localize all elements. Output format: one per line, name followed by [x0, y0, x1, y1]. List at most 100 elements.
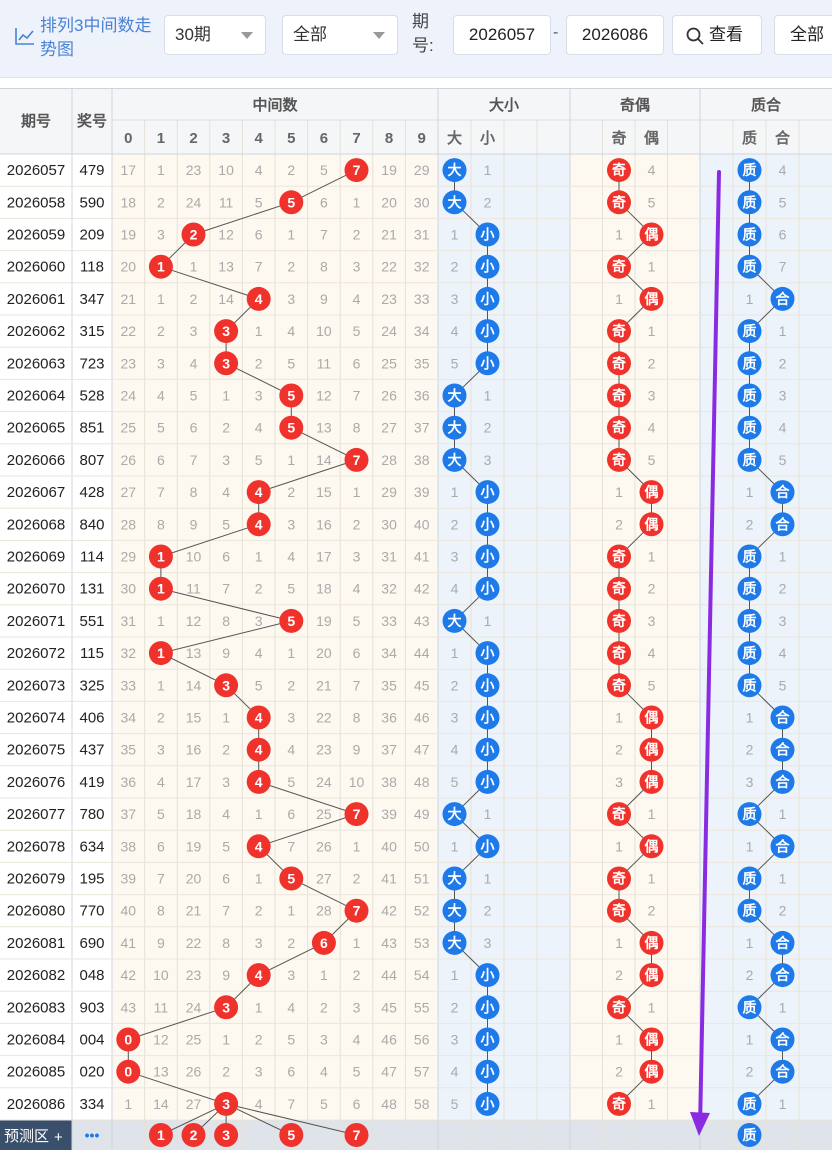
omission-cell: 39 [414, 484, 430, 500]
middle-digit-ball-label: 4 [255, 967, 263, 983]
omission-cell: 9 [353, 742, 361, 758]
size-omission-cell: 4 [451, 1064, 459, 1080]
omission-cell: 4 [353, 581, 361, 597]
omission-cell: 27 [316, 871, 332, 887]
prize-cell: 528 [79, 388, 104, 405]
omission-cell: 23 [121, 355, 137, 371]
parity-omission-cell: 2 [648, 355, 656, 371]
prime-ball [737, 1091, 762, 1116]
issue-cell: 2026077 [7, 806, 65, 823]
parity-ball [607, 447, 631, 472]
omission-cell: 2 [222, 742, 230, 758]
omission-cell: 7 [287, 1096, 295, 1112]
all-button[interactable]: 全部 [774, 15, 832, 55]
omission-cell: 1 [190, 259, 198, 275]
parity-omission-cell: 2 [615, 1064, 623, 1080]
size-header-1: 小 [480, 130, 495, 147]
filter-toolbar: 排列3中间数走势图 30期 全部 期号: 2026057 - 2026086 查… [0, 0, 832, 78]
prime-ball [770, 769, 795, 794]
middle-digit-ball [344, 158, 369, 183]
omission-cell: 34 [414, 323, 430, 339]
digit-header-3: 3 [222, 130, 230, 147]
omission-cell: 7 [222, 581, 230, 597]
omission-cell: 1 [157, 677, 165, 693]
omission-cell: 13 [153, 1064, 169, 1080]
issue-to-input[interactable]: 2026086 [566, 15, 664, 55]
omission-cell: 28 [316, 903, 332, 919]
omission-cell: 48 [414, 774, 430, 790]
omission-cell: 32 [381, 581, 397, 597]
period-count-select[interactable]: 30期 [164, 15, 266, 55]
middle-digit-ball [279, 190, 304, 215]
prime-omission-cell: 1 [746, 935, 754, 951]
middle-digit-ball [246, 737, 271, 762]
parity-ball [607, 351, 631, 376]
size-ball-label: 小 [481, 581, 495, 597]
issue-from-input[interactable]: 2026057 [453, 15, 551, 55]
omission-cell: 7 [157, 484, 165, 500]
omission-cell: 14 [316, 452, 332, 468]
middle-digit-ball-label: 5 [287, 194, 295, 210]
issue-cell: 2026080 [7, 903, 65, 920]
size-ball-label: 小 [481, 516, 495, 532]
omission-cell: 25 [186, 1032, 202, 1048]
omission-cell: 13 [316, 420, 332, 436]
omission-cell: 3 [353, 549, 361, 565]
parity-ball-label: 奇 [612, 355, 626, 371]
parity-ball-label: 奇 [612, 645, 626, 661]
prime-ball [737, 190, 762, 215]
forecast-ball-label: 1 [157, 1127, 165, 1143]
omission-cell: 8 [353, 420, 361, 436]
issue-cell: 2026079 [7, 871, 65, 888]
omission-cell: 1 [255, 999, 263, 1015]
parity-ball [607, 415, 631, 440]
omission-cell: 43 [381, 935, 397, 951]
parity-ball [639, 705, 664, 730]
parity-ball [607, 898, 631, 923]
chart-title-block[interactable]: 排列3中间数走势图 [14, 8, 154, 60]
size-ball [475, 222, 500, 247]
omission-cell: 17 [186, 774, 202, 790]
size-ball-label: 大 [448, 452, 462, 468]
prime-omission-cell: 5 [779, 452, 787, 468]
omission-cell: 31 [414, 227, 430, 243]
omission-cell: 32 [121, 645, 137, 661]
prime-ball-label: 质 [743, 677, 757, 693]
size-ball-label: 小 [481, 291, 495, 307]
trend-chart-svg: 期号 奖号中间数 大小 奇偶 质合0 1 2 3 4 5 6 7 8 9 大小奇偶质合2026057 479 1… [0, 88, 832, 1150]
view-button[interactable]: 查看 [672, 15, 762, 55]
omission-cell: 2 [287, 935, 295, 951]
omission-cell: 27 [186, 1096, 202, 1112]
prime-omission-cell: 2 [746, 742, 754, 758]
omission-cell: 3 [353, 259, 361, 275]
omission-cell: 3 [190, 323, 198, 339]
omission-cell: 24 [381, 323, 397, 339]
omission-cell: 7 [157, 871, 165, 887]
parity-ball [639, 769, 664, 794]
filter-select[interactable]: 全部 [282, 15, 398, 55]
parity-ball-label: 偶 [645, 1032, 659, 1048]
prime-omission-cell: 5 [779, 194, 787, 210]
range-dash: - [553, 24, 559, 41]
omission-cell: 45 [381, 999, 397, 1015]
parity-ball [607, 802, 631, 827]
size-omission-cell: 3 [451, 1032, 459, 1048]
omission-cell: 6 [353, 1096, 361, 1112]
middle-digit-ball-label: 3 [222, 677, 230, 693]
omission-cell: 6 [353, 645, 361, 661]
middle-digit-ball [148, 254, 173, 279]
omission-cell: 36 [121, 774, 137, 790]
parity-omission-cell: 2 [648, 581, 656, 597]
parity-ball-label: 奇 [612, 162, 626, 178]
omission-cell: 24 [186, 194, 202, 210]
size-ball-label: 小 [481, 999, 495, 1015]
size-ball-label: 小 [481, 1096, 495, 1112]
size-omission-cell: 5 [451, 355, 459, 371]
size-ball-label: 小 [481, 323, 495, 339]
prime-omission-cell: 2 [779, 903, 787, 919]
omission-cell: 24 [121, 388, 137, 404]
parity-ball-label: 奇 [612, 452, 626, 468]
omission-cell: 4 [255, 645, 263, 661]
prime-ball-label: 质 [743, 420, 757, 436]
omission-cell: 29 [381, 484, 397, 500]
